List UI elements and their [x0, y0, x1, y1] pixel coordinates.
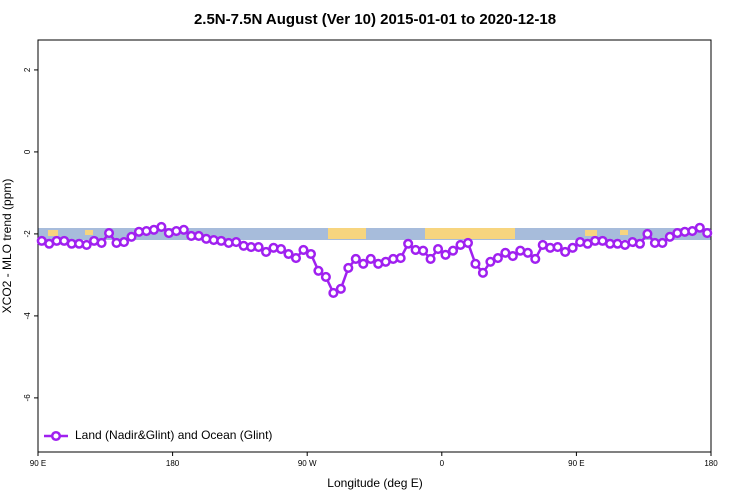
data-point: [485, 256, 496, 267]
data-point: [126, 231, 137, 242]
data-point: [530, 253, 541, 264]
data-point: [702, 228, 713, 239]
plot-frame: [37, 39, 712, 453]
data-point: [552, 241, 563, 253]
data-point: [567, 242, 578, 253]
chart-title: 2.5N-7.5N August (Ver 10) 2015-01-01 to …: [194, 11, 556, 28]
data-point: [418, 245, 429, 256]
data-point: [440, 249, 451, 260]
data-point: [522, 247, 533, 258]
data-point: [103, 228, 115, 239]
data-point: [433, 244, 444, 255]
data-point: [365, 253, 376, 264]
y-tick-label: -4: [23, 312, 32, 320]
data-point: [634, 238, 646, 249]
x-tick-label: 180: [704, 459, 718, 468]
y-tick-label: -6: [23, 394, 32, 402]
y-tick-label: 2: [23, 67, 32, 72]
data-point: [253, 241, 264, 253]
data-point: [335, 283, 346, 294]
data-point: [343, 262, 354, 273]
data-point: [447, 245, 459, 256]
data-point: [664, 231, 675, 242]
data-point: [261, 246, 272, 257]
legend-marker: [50, 430, 62, 442]
data-point: [290, 253, 302, 264]
y-tick-label: 0: [23, 149, 32, 154]
data-point: [156, 221, 167, 232]
x-tick-label: 90 E: [568, 459, 584, 468]
data-point: [81, 239, 92, 251]
data-point: [350, 253, 361, 264]
data-point: [328, 287, 339, 298]
data-point: [694, 222, 705, 233]
data-point: [560, 246, 571, 257]
x-axis-label: Longitude (deg E): [327, 476, 422, 490]
data-point: [275, 244, 287, 255]
legend-label: Land (Nadir&Glint) and Ocean (Glint): [75, 428, 272, 442]
data-point: [470, 258, 481, 269]
data-point: [305, 248, 316, 260]
data-point: [477, 267, 488, 278]
data-point: [298, 244, 309, 255]
data-point: [642, 228, 653, 239]
x-tick-label: 90 E: [30, 459, 46, 468]
data-point: [231, 237, 242, 248]
x-tick-label: 0: [440, 459, 445, 468]
y-axis-label: XCO2 - MLO trend (ppm): [0, 179, 14, 314]
data-point: [178, 224, 189, 235]
data-point: [462, 237, 474, 248]
data-point: [507, 250, 518, 262]
data-point: [358, 258, 369, 269]
data-point: [118, 237, 130, 248]
x-tick-label: 90 W: [298, 459, 317, 468]
data-point: [425, 253, 436, 264]
y-tick-label: -2: [23, 230, 32, 238]
data-point: [96, 237, 107, 248]
data-point: [657, 237, 668, 248]
data-point: [283, 248, 294, 260]
data-point: [320, 271, 331, 283]
data-point: [492, 253, 503, 264]
data-point: [403, 238, 414, 249]
x-tick-label: 180: [166, 459, 180, 468]
data-point: [395, 253, 406, 264]
data-point: [313, 265, 324, 276]
